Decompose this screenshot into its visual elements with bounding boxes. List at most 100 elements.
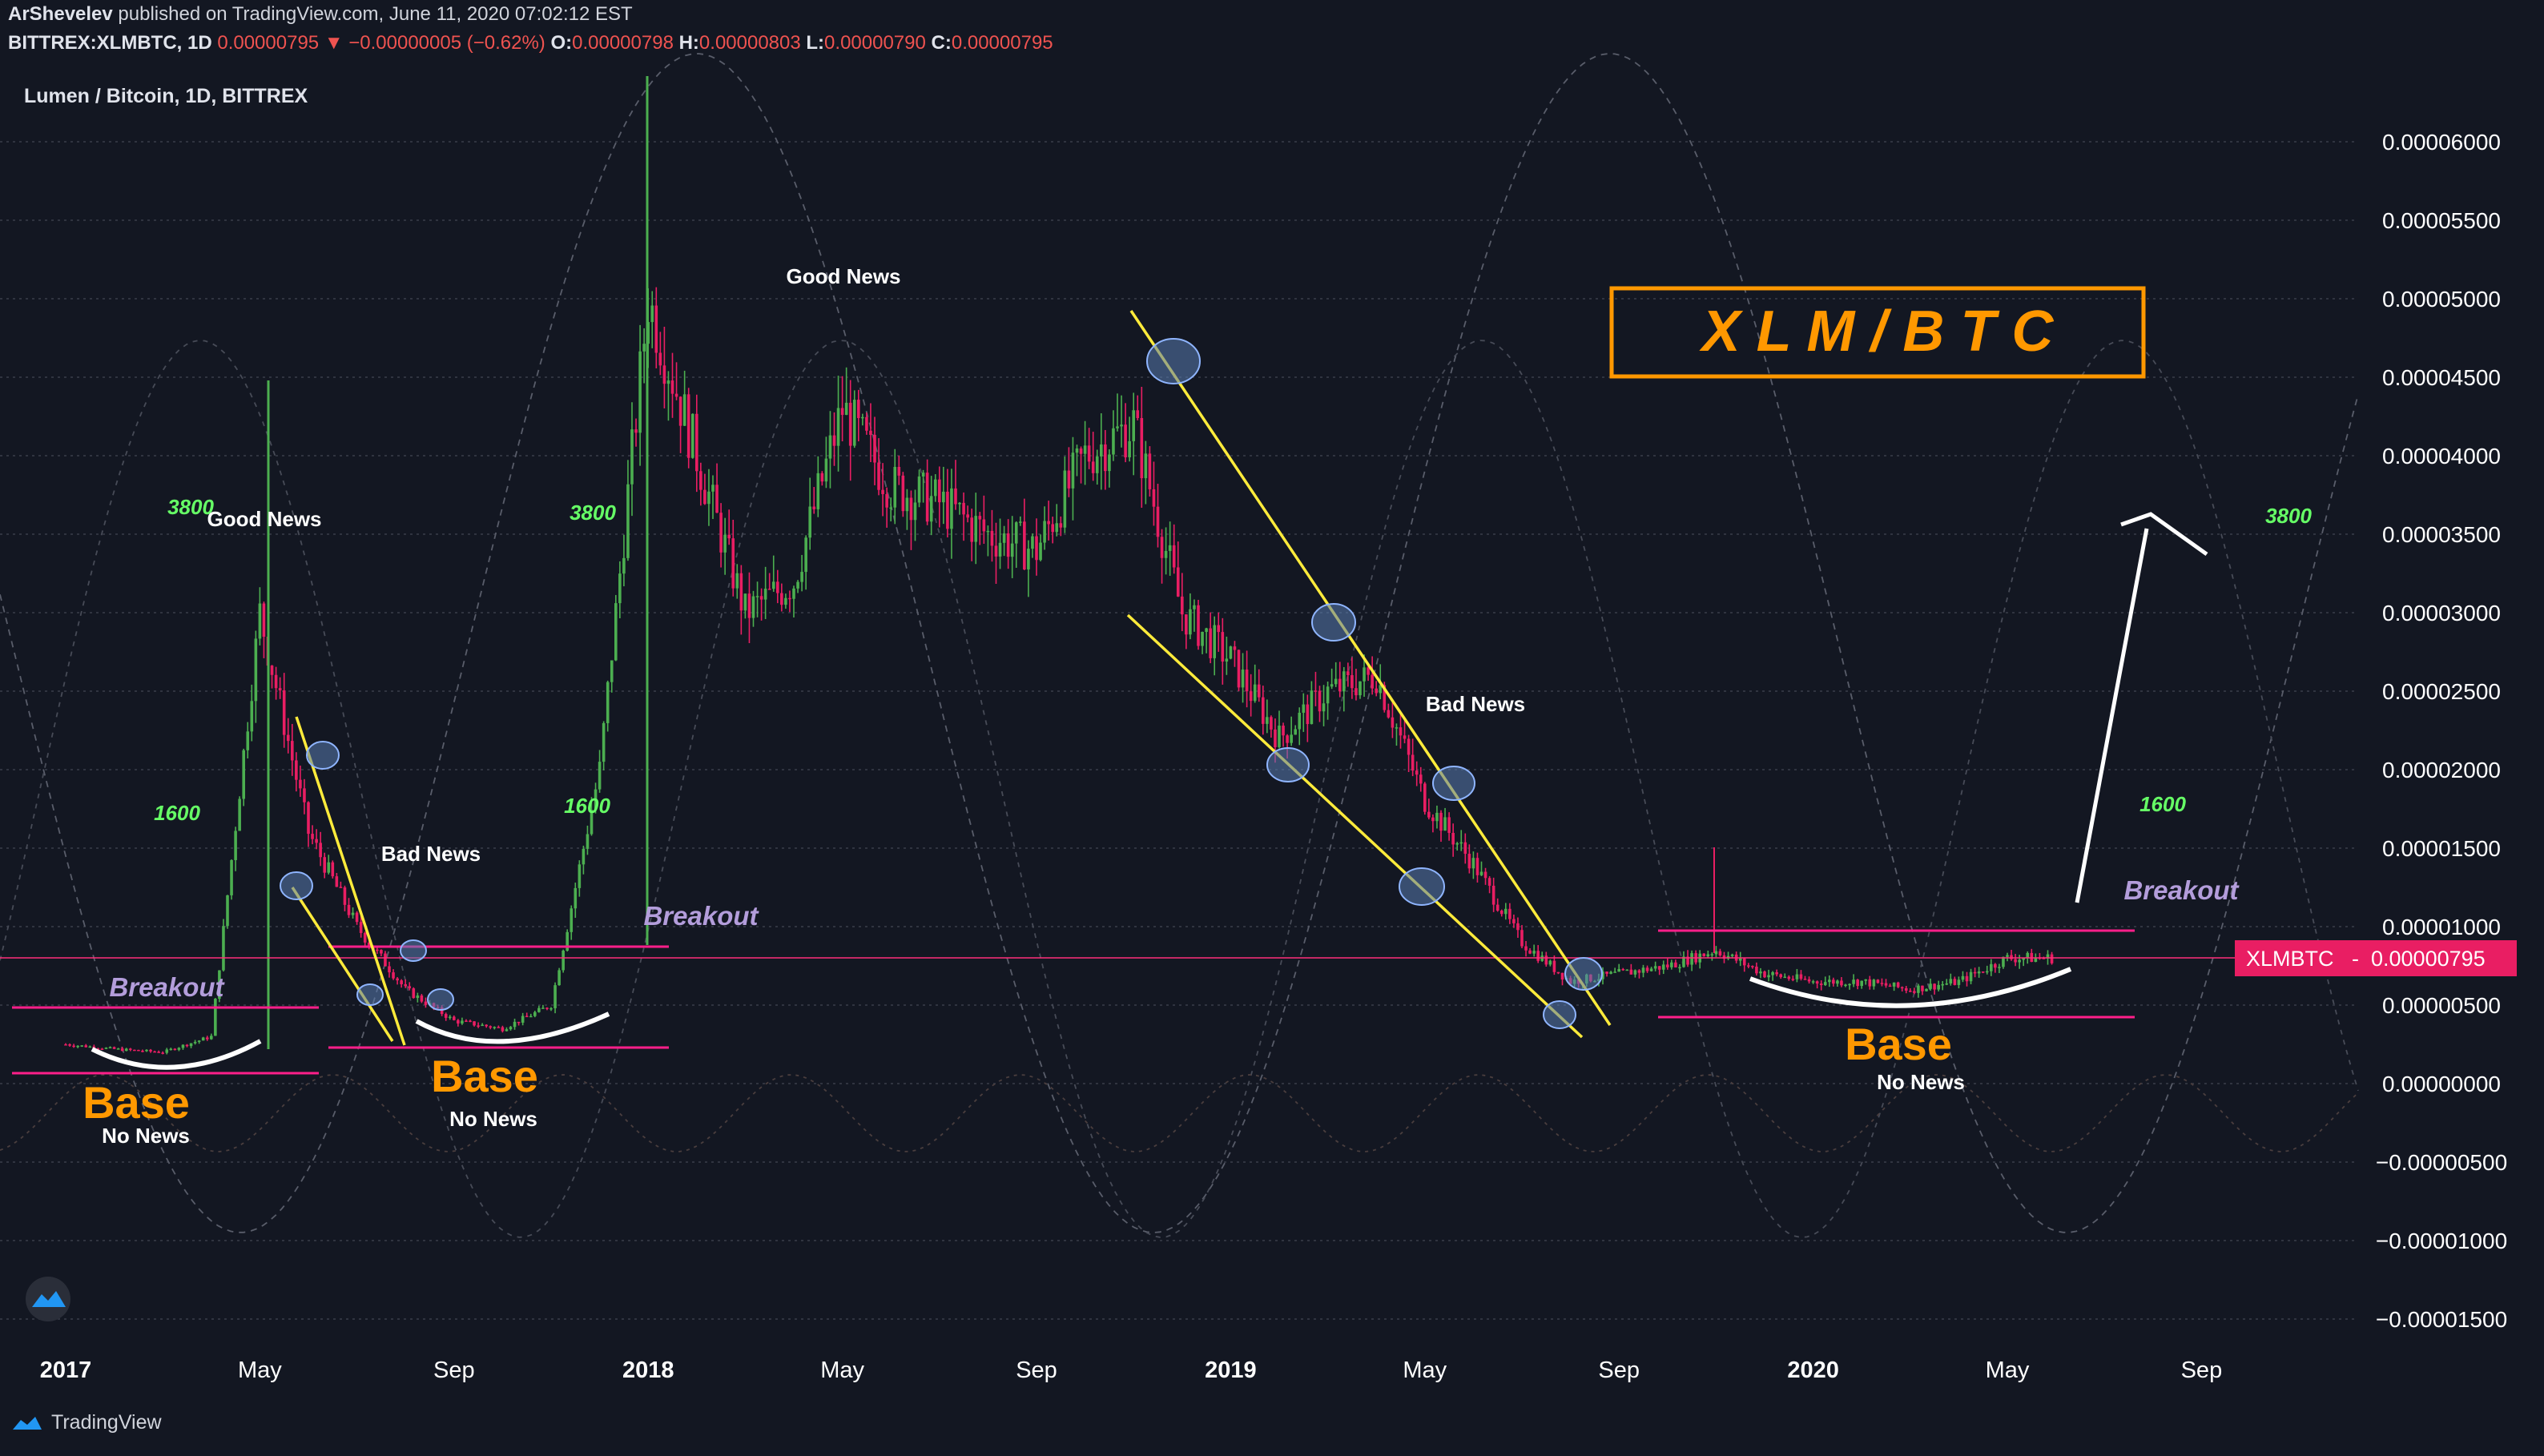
candle-body [1342, 671, 1346, 692]
candle-body [1479, 871, 1483, 875]
candle-body [1896, 982, 1900, 987]
candle-body [852, 400, 856, 446]
candle-body [1459, 842, 1463, 844]
title-frame [1609, 286, 2146, 379]
candle-body [1977, 971, 1981, 974]
candle-body [469, 1020, 472, 1023]
candle-body [197, 1040, 201, 1042]
tradingview-brand[interactable]: TradingView [11, 1411, 162, 1434]
candle-body [1872, 979, 1876, 987]
price-tag-value: 0.00000795 [2371, 947, 2486, 971]
author-name[interactable]: ArShevelev [8, 3, 113, 25]
candle-body [1031, 536, 1034, 549]
no-news-label: No News [449, 1107, 537, 1131]
price-axis[interactable]: 0.00006000 0.00005500 0.00005000 0.00004500… [2376, 130, 2507, 1332]
candle-body [201, 1037, 205, 1041]
candle-body [169, 1048, 173, 1051]
candle-body [1629, 969, 1633, 975]
publish-date: published on TradingView.com, June 11, 2… [118, 3, 633, 25]
candle-body [1225, 658, 1229, 662]
candle-body [157, 1052, 160, 1053]
candle-body [1006, 533, 1010, 557]
candle-body [2034, 957, 2038, 963]
candle-body [185, 1044, 189, 1047]
pivot-marker [280, 871, 313, 900]
candle-body [848, 402, 852, 446]
candle-body [222, 926, 225, 971]
candle-body [226, 895, 229, 927]
candle-body [1071, 452, 1075, 489]
candle-body [1495, 904, 1499, 911]
candle-body [505, 1029, 509, 1032]
candle-body [686, 394, 690, 458]
candle-body [1868, 979, 1872, 987]
candle-body [2010, 955, 2013, 959]
candle-body [998, 542, 1002, 557]
candle-body [1152, 489, 1156, 507]
candle-body [836, 408, 840, 446]
candle-body [970, 517, 973, 542]
time-axis[interactable]: 2017 May Sep 2018 May Sep 2019 May Sep 2020 May Sep [40, 1357, 2222, 1383]
candle-body [938, 479, 941, 503]
candle-body [634, 429, 638, 433]
candle-body [2014, 959, 2017, 963]
candle-body [1164, 550, 1168, 558]
candle-body [1860, 980, 1863, 987]
bad-news-label: Bad News [381, 842, 481, 866]
candle-body [1087, 445, 1091, 462]
candle-body [820, 473, 824, 482]
candle-body [1075, 448, 1079, 453]
candle-body [1617, 969, 1620, 972]
breakout-label: Breakout [643, 901, 759, 931]
candle-body [1994, 963, 1997, 968]
candle-body [1605, 971, 1608, 974]
candle-body [2026, 952, 2030, 959]
candle-body [112, 1047, 116, 1049]
candle-body [1706, 954, 1710, 957]
candle-body [1095, 456, 1099, 473]
candle-body [165, 1049, 169, 1053]
candle-body [804, 537, 807, 573]
candle-body [1002, 533, 1006, 543]
candle-body [1767, 975, 1770, 978]
candle-body [1439, 812, 1443, 831]
candle-body [1945, 983, 1949, 985]
candle-body [1435, 812, 1439, 822]
candle-body [1621, 969, 1625, 971]
candle-body [1383, 685, 1387, 710]
candle-body [723, 534, 727, 553]
candle-body [1419, 774, 1423, 784]
candle-body [1738, 958, 1742, 961]
candle-body [715, 485, 719, 513]
candle-body [1415, 770, 1419, 775]
candle-body [1670, 962, 1673, 967]
candle-body [1051, 524, 1054, 533]
candle-body [1229, 646, 1233, 659]
pivot-marker [1311, 603, 1356, 642]
candle-body [1371, 674, 1374, 689]
candle-body [1411, 754, 1415, 771]
candle-body [246, 731, 250, 750]
candle-body [1427, 811, 1431, 818]
candle-body [921, 473, 925, 477]
candle-body [707, 491, 710, 505]
candle-body [1278, 726, 1281, 747]
drawings: 3800 3800 3800 1600 1600 1600 Good News Good Ne… [0, 85, 2517, 1321]
candle-body [2018, 959, 2021, 963]
candle-body [630, 429, 634, 485]
candle-body [670, 380, 674, 394]
candle-body [889, 507, 892, 509]
price-tick-label: 0.00005000 [2382, 287, 2501, 312]
candle-body [824, 458, 828, 482]
candle-body [68, 1044, 71, 1046]
candle-body [116, 1048, 120, 1050]
candle-body [562, 950, 565, 971]
time-tick-label: 2019 [1205, 1357, 1257, 1383]
candle-body [994, 545, 998, 557]
cycle-label: 3800 [570, 501, 616, 525]
candle-body [763, 589, 767, 600]
candle-body [1560, 972, 1564, 980]
candle-body [1237, 650, 1241, 688]
candle-body [1249, 691, 1253, 702]
